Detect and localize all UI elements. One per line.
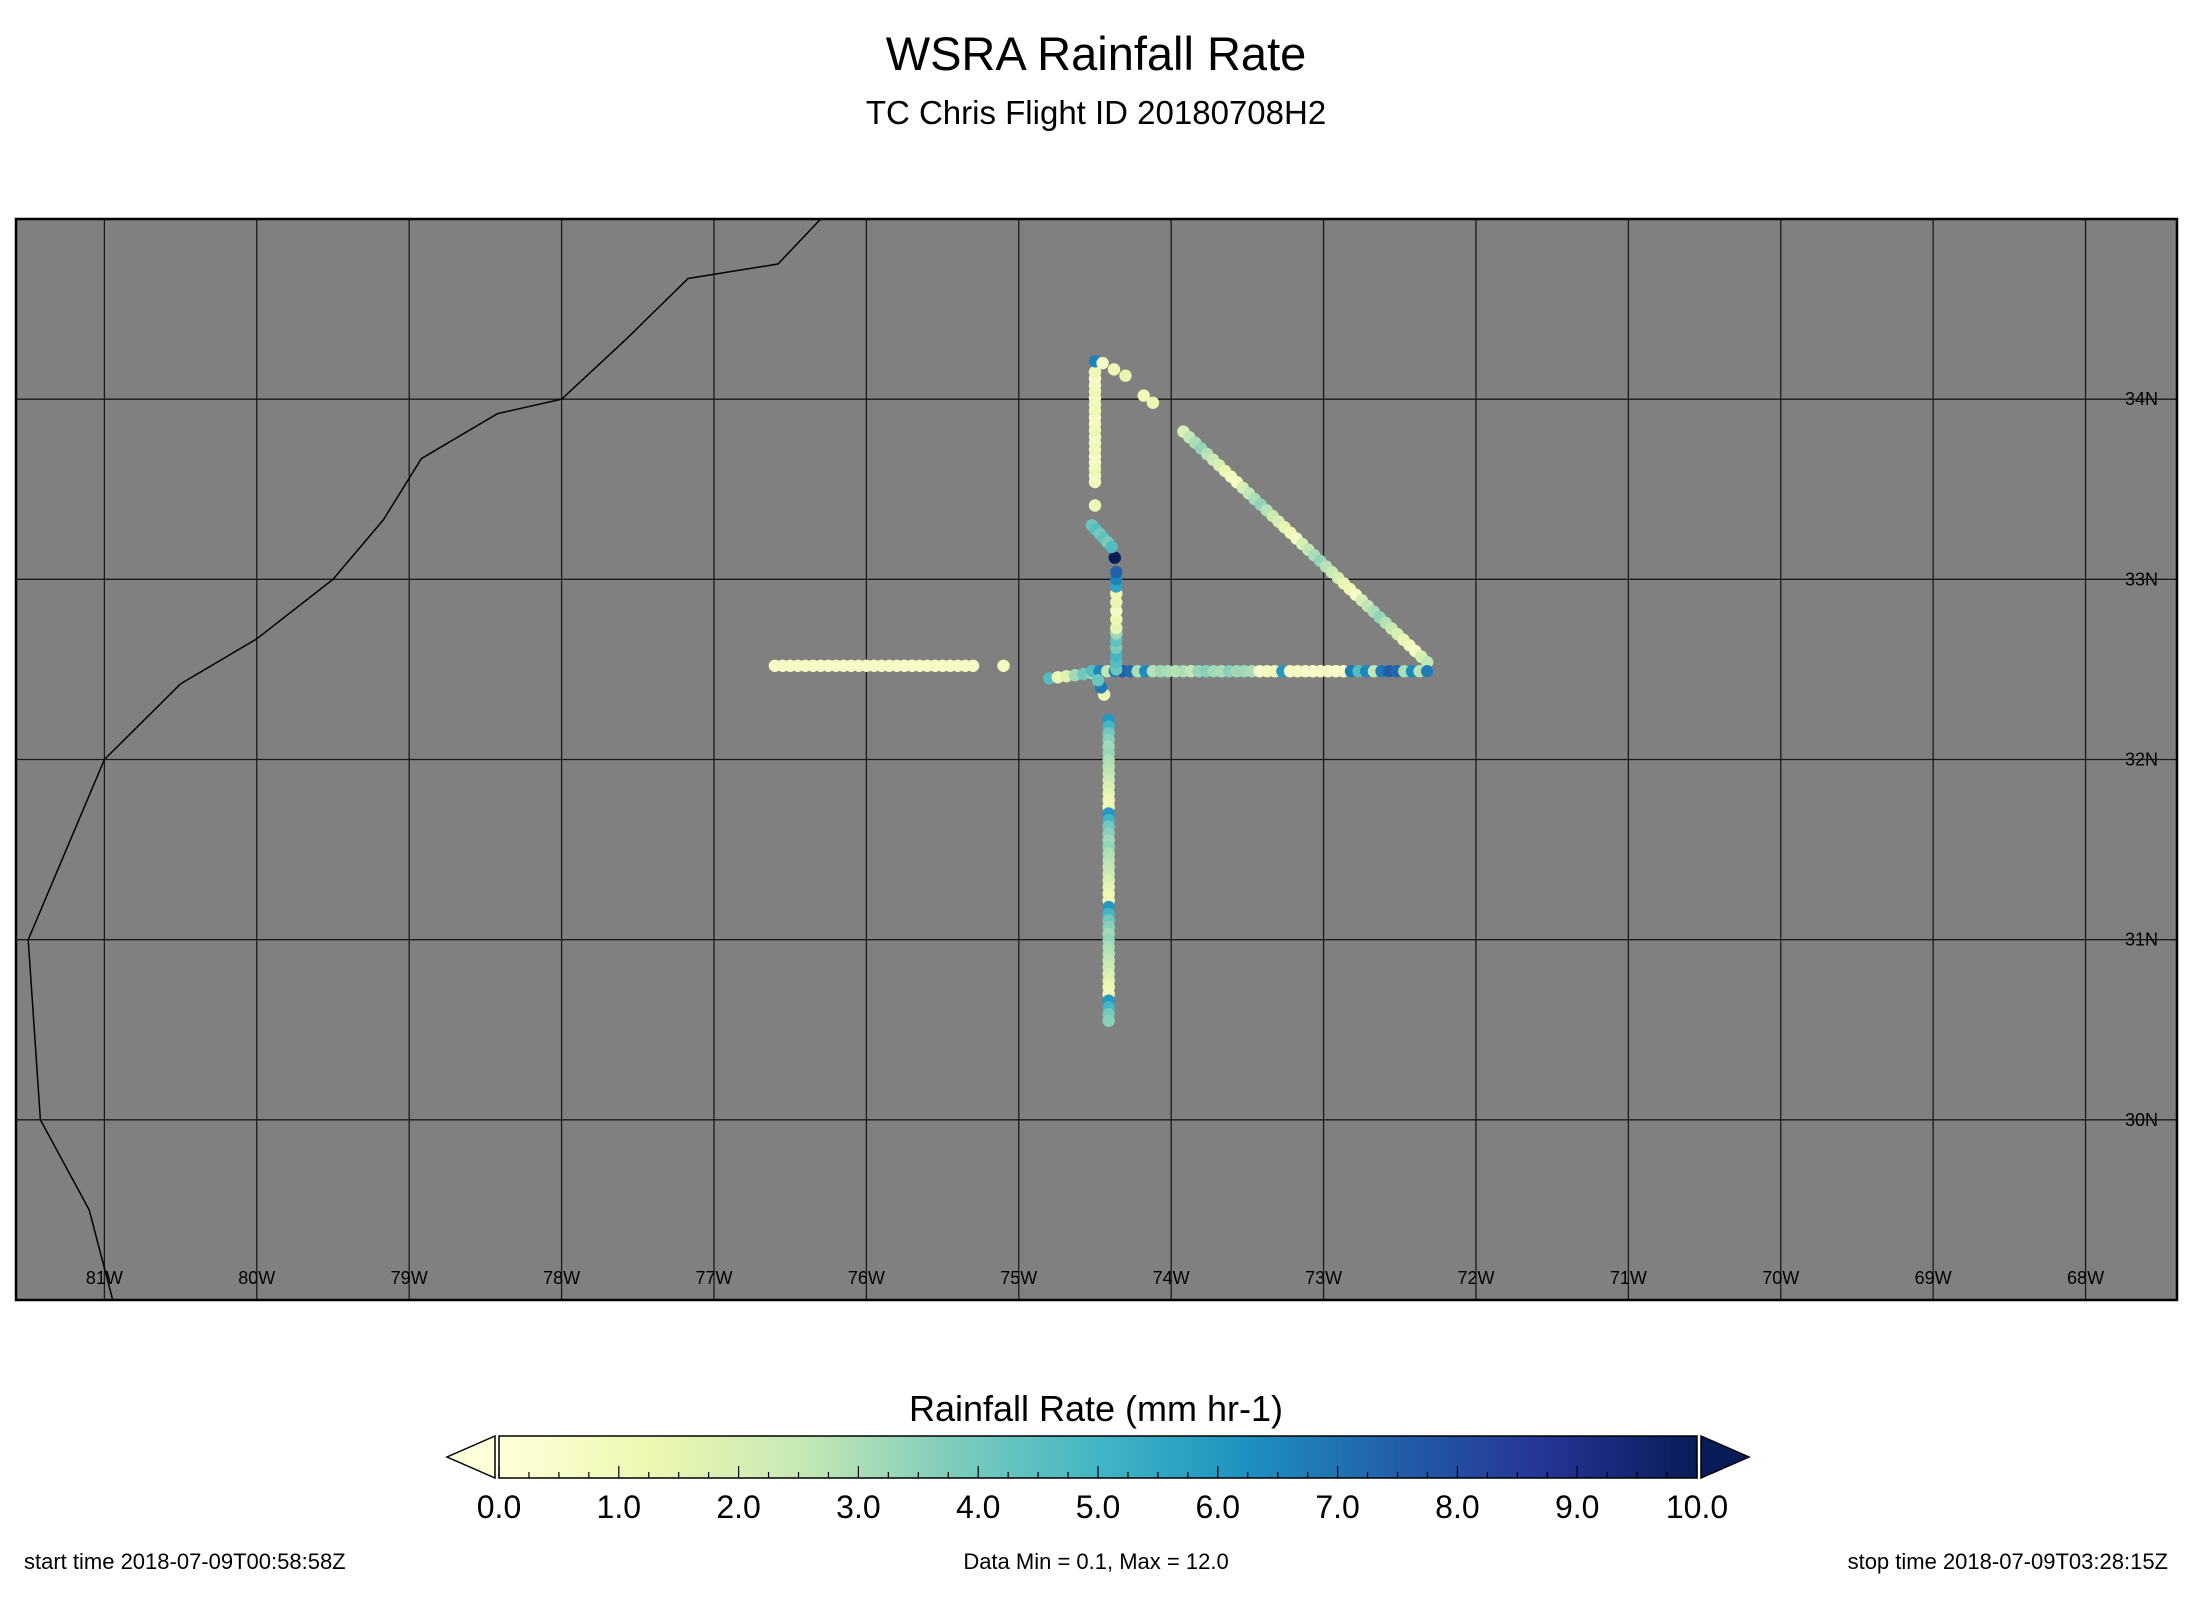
map-gridlines xyxy=(16,219,2177,1300)
colorbar-tick-label: 8.0 xyxy=(1435,1489,1479,1525)
coastline xyxy=(27,219,822,1300)
rainfall-point xyxy=(1421,656,1434,669)
lat-tick-label: 30N xyxy=(2125,1110,2158,1130)
colorbar-tick-label: 0.0 xyxy=(477,1489,521,1525)
lon-tick-label: 70W xyxy=(1762,1268,1799,1288)
colorbar-tick-label: 6.0 xyxy=(1196,1489,1240,1525)
coastline-path xyxy=(27,219,822,1300)
rainfall-observations xyxy=(768,355,1434,1027)
rainfall-point xyxy=(1119,369,1132,382)
rainfall-point xyxy=(1102,1014,1115,1027)
rainfall-point xyxy=(1110,621,1123,635)
lon-tick-label: 79W xyxy=(391,1268,428,1288)
stop-time: stop time 2018-07-09T03:28:15Z xyxy=(1847,1549,2168,1574)
lon-tick-label: 69W xyxy=(1915,1268,1952,1288)
lon-tick-label: 81W xyxy=(86,1268,123,1288)
rainfall-point xyxy=(1107,363,1121,376)
lon-tick-label: 80W xyxy=(238,1268,275,1288)
colorbar-tick-label: 2.0 xyxy=(716,1489,760,1525)
colorbar-tick-label: 5.0 xyxy=(1076,1489,1120,1525)
map-frame xyxy=(14,217,2179,1302)
colorbar-tick-label: 7.0 xyxy=(1315,1489,1359,1525)
lon-tick-label: 76W xyxy=(848,1268,885,1288)
lon-tick-label: 68W xyxy=(2067,1268,2104,1288)
colorbar-tick-label: 3.0 xyxy=(836,1489,880,1525)
figure-subtitle: TC Chris Flight ID 20180708H2 xyxy=(865,94,1327,131)
rainfall-point xyxy=(1110,596,1123,609)
lat-tick-label: 34N xyxy=(2125,389,2158,409)
rainfall-point xyxy=(1088,499,1102,512)
colorbar: 0.0 1.0 2.0 3.0 4.0 5.0 6.0 7.0 8.0 9.0 10.0 xyxy=(445,1434,1751,1525)
colorbar-tick-label: 10.0 xyxy=(1666,1489,1728,1525)
colorbar-tick-label: 9.0 xyxy=(1555,1489,1599,1525)
longitude-tick-labels: 81W 80W 79W 78W 77W 76W 75W 74W 73W 72W 71W 70W 69W 6… xyxy=(86,1268,2104,1288)
colorbar-title: Rainfall Rate (mm hr-1) xyxy=(908,1388,1284,1429)
rainfall-point xyxy=(1096,356,1109,370)
rainfall-point xyxy=(966,659,980,672)
lon-tick-label: 77W xyxy=(695,1268,732,1288)
rainfall-point xyxy=(1110,565,1123,579)
rainfall-point xyxy=(1421,665,1434,678)
colorbar-tick-label: 1.0 xyxy=(597,1489,641,1525)
rainfall-point xyxy=(1105,540,1118,554)
rainfall-point xyxy=(1110,604,1123,618)
lon-tick-label: 71W xyxy=(1610,1268,1647,1288)
rainfall-point xyxy=(1110,613,1123,626)
colorbar-over-arrow xyxy=(1700,1434,1751,1480)
colorbar-under-arrow xyxy=(445,1434,496,1480)
lat-tick-label: 33N xyxy=(2125,569,2158,589)
latitude-tick-labels: 30N 31N 32N 33N 34N xyxy=(2125,389,2158,1130)
start-time: start time 2018-07-09T00:58:58Z xyxy=(24,1549,346,1574)
lat-tick-label: 31N xyxy=(2125,930,2158,950)
lon-tick-label: 73W xyxy=(1305,1268,1342,1288)
lat-tick-label: 32N xyxy=(2125,750,2158,770)
lon-tick-label: 74W xyxy=(1153,1268,1190,1288)
figure-title: WSRA Rainfall Rate xyxy=(885,27,1307,80)
rainfall-point xyxy=(1137,389,1150,402)
rainfall-point xyxy=(1146,396,1160,409)
lon-tick-label: 75W xyxy=(1000,1268,1037,1288)
colorbar-tick-label: 4.0 xyxy=(956,1489,1000,1525)
rainfall-point xyxy=(997,659,1010,672)
lon-tick-label: 78W xyxy=(543,1268,580,1288)
rainfall-point xyxy=(1108,551,1122,564)
rainfall-point xyxy=(1088,365,1102,379)
rainfall-point xyxy=(1091,674,1105,687)
data-min-max: Data Min = 0.1, Max = 12.0 xyxy=(963,1549,1229,1574)
lon-tick-label: 72W xyxy=(1457,1268,1494,1288)
